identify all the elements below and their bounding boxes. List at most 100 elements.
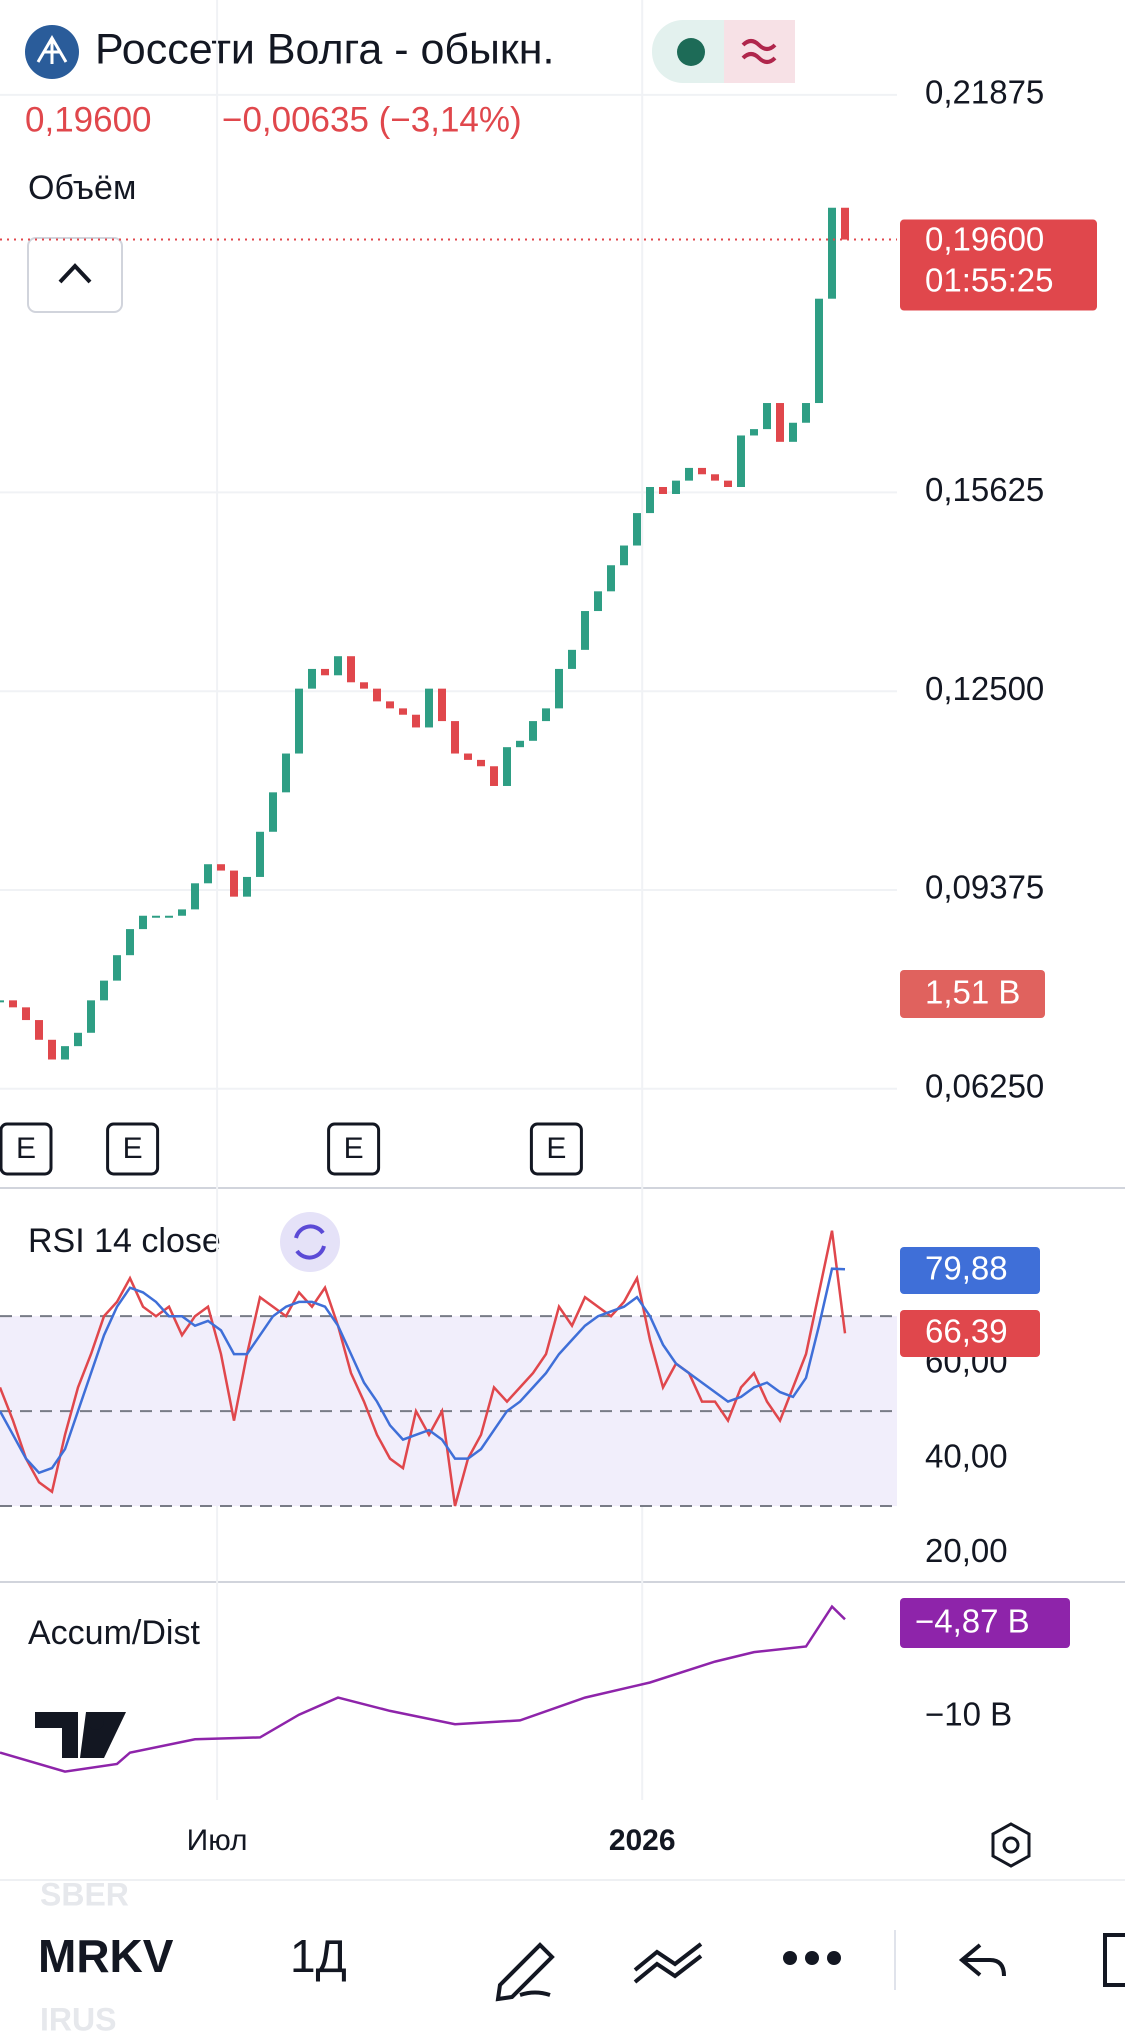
candle xyxy=(490,766,498,786)
collapse-button[interactable] xyxy=(27,237,123,313)
candle xyxy=(217,864,225,871)
settings-icon-hole xyxy=(1002,1836,1020,1854)
volume-label: 1,51 B xyxy=(925,974,1020,1011)
candle xyxy=(61,1046,69,1060)
last-price-label: 0,19600 xyxy=(925,220,1044,257)
y-tick-label: 0,21875 xyxy=(925,74,1044,111)
candle xyxy=(360,682,368,689)
symbol-title: Россети Волга - обыкн. xyxy=(95,25,554,73)
y-tick-label: 0,15625 xyxy=(925,471,1044,508)
candle xyxy=(555,668,563,709)
countdown-label: 01:55:25 xyxy=(925,261,1053,298)
interval-button[interactable]: 1Д xyxy=(290,1930,347,1982)
candle xyxy=(828,207,836,299)
candle xyxy=(295,688,303,754)
rsi-value-box xyxy=(900,1310,1040,1357)
lines-tool[interactable] xyxy=(633,1942,703,1984)
candle xyxy=(516,740,524,748)
ad-value-box xyxy=(900,1598,1070,1648)
candle xyxy=(48,1039,56,1060)
candle xyxy=(464,753,472,760)
x-tick-label: 2026 xyxy=(609,1824,676,1857)
candle xyxy=(308,668,316,689)
watchlist-next[interactable]: IRUS xyxy=(40,2001,116,2037)
candle xyxy=(100,980,108,1001)
candle xyxy=(646,486,654,514)
candle xyxy=(776,403,784,442)
earnings-marker xyxy=(529,1122,583,1176)
more-dot[interactable] xyxy=(783,1951,797,1965)
x-tick-label: Июл xyxy=(187,1824,248,1857)
candle xyxy=(204,864,212,884)
volume-title: Объём xyxy=(28,169,136,207)
chevron-up xyxy=(58,263,92,284)
candle xyxy=(178,909,186,916)
candle xyxy=(438,688,446,722)
settings-icon[interactable] xyxy=(991,1822,1031,1868)
candle xyxy=(815,298,823,404)
rsi-title: RSI 14 close xyxy=(28,1222,221,1260)
candle xyxy=(594,591,602,612)
candle xyxy=(74,1032,82,1047)
candle xyxy=(373,688,381,702)
earnings-label: E xyxy=(546,1132,566,1165)
rsi-line xyxy=(0,1267,846,1475)
candle xyxy=(477,759,485,767)
rsi-line xyxy=(0,1230,847,1507)
refresh-icon xyxy=(294,1224,326,1260)
candle xyxy=(542,708,550,722)
earnings-marker xyxy=(0,1122,53,1176)
market-dot xyxy=(677,38,705,66)
candle xyxy=(230,870,238,897)
candle xyxy=(581,611,589,650)
ad-value-label: −4,87 B xyxy=(915,1603,1030,1640)
candle xyxy=(152,915,160,918)
candle xyxy=(165,915,173,918)
candle xyxy=(282,753,290,793)
candle xyxy=(672,480,680,494)
undo-button[interactable] xyxy=(958,1943,1006,1977)
earnings-marker xyxy=(327,1122,381,1176)
candle xyxy=(620,545,628,566)
candle xyxy=(243,876,251,897)
watchlist-prev[interactable]: SBER xyxy=(40,1876,129,1912)
rsi-value-label: 66,39 xyxy=(925,1313,1008,1350)
candle xyxy=(412,714,420,728)
candle xyxy=(503,747,511,786)
candle xyxy=(724,480,732,487)
refresh-button[interactable] xyxy=(280,1212,340,1272)
y-tick-label: −10 B xyxy=(925,1695,1012,1732)
y-tick-label: 40,00 xyxy=(925,1437,1008,1474)
logo-mark xyxy=(36,35,68,64)
candle xyxy=(256,831,264,877)
candle xyxy=(22,1007,30,1021)
earnings-label: E xyxy=(16,1132,36,1165)
candle xyxy=(607,565,615,592)
candle xyxy=(126,929,134,956)
y-tick-label: 0,06250 xyxy=(925,1067,1044,1104)
candle xyxy=(386,701,394,709)
candle xyxy=(737,435,745,487)
tv-logo-dot xyxy=(88,1714,104,1730)
last-price: 0,19600 xyxy=(25,100,152,139)
rsi-value-box xyxy=(900,1247,1040,1294)
candle xyxy=(35,1020,43,1040)
price-change: −0,00635 (−3,14%) xyxy=(222,100,522,139)
wave-icon xyxy=(741,39,777,64)
symbol-button[interactable]: MRKV xyxy=(38,1930,174,1982)
draw-tool[interactable] xyxy=(495,1942,555,2002)
status-pill-right xyxy=(724,20,795,83)
candle xyxy=(750,429,758,436)
candle xyxy=(659,486,667,494)
candle xyxy=(139,915,147,930)
candle xyxy=(568,649,576,669)
ad-title: Accum/Dist xyxy=(28,1614,200,1652)
candle xyxy=(0,1000,4,1003)
volume-box xyxy=(900,970,1045,1018)
earnings-label: E xyxy=(123,1132,143,1165)
y-tick-label: 0,09375 xyxy=(925,869,1044,906)
fullscreen-button[interactable] xyxy=(1103,1933,1125,1987)
earnings-label: E xyxy=(344,1132,364,1165)
candle xyxy=(399,708,407,715)
